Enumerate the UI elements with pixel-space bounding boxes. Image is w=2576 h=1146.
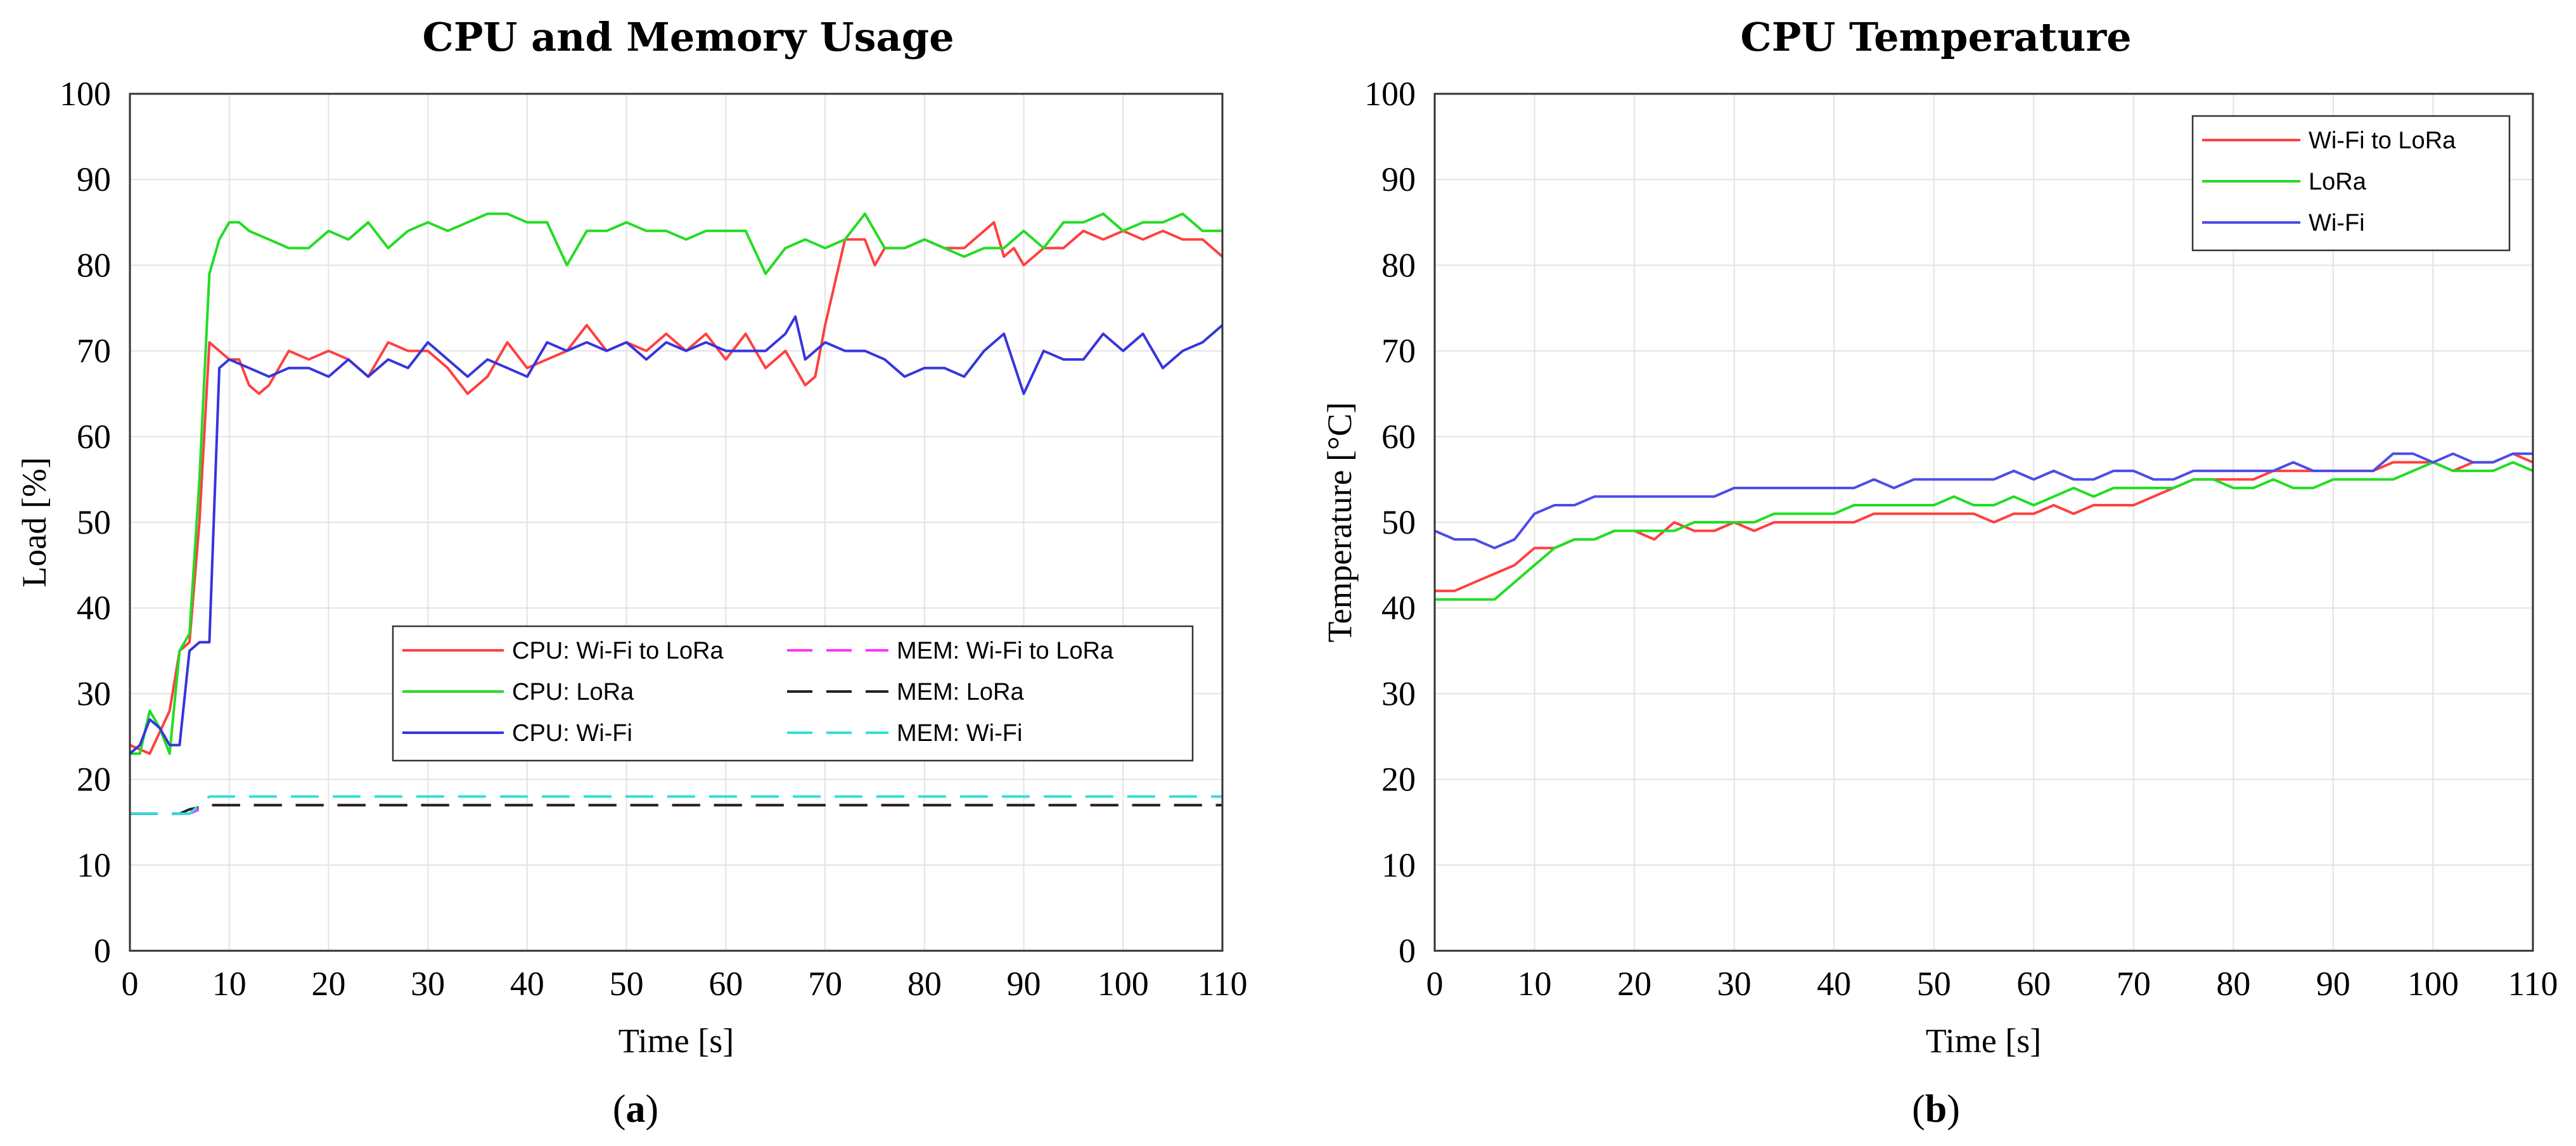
legend-label-mem-wifi-to-lora: MEM: Wi-Fi to LoRa (897, 638, 1114, 664)
chart-a-xtick-label: 30 (411, 965, 445, 1003)
chart-a-ytick-label: 100 (60, 75, 111, 113)
chart-b-legend: Wi-Fi to LoRa LoRa Wi-Fi (2191, 115, 2511, 252)
chart-b-xtick-label: 0 (1426, 965, 1444, 1003)
chart-a-xtick-label: 110 (1198, 965, 1248, 1003)
chart-a-ytick-label: 30 (77, 674, 111, 712)
chart-a-ytick-label: 70 (77, 332, 111, 370)
chart-a-title: CPU and Memory Usage (422, 14, 954, 60)
chart-a-xtick-label: 40 (510, 965, 544, 1003)
chart-a-ylabel: Load [%] (15, 457, 53, 587)
series-line-cpu-lora (130, 212, 1222, 755)
chart-b-ytick-label: 70 (1381, 332, 1416, 370)
legend-label-mem-lora: MEM: LoRa (897, 679, 1024, 705)
chart-a-xtick-label: 60 (708, 965, 743, 1003)
chart-b-ytick-label: 50 (1381, 503, 1416, 541)
chart-b-ytick-label: 40 (1381, 589, 1416, 627)
chart-a-xtick-label: 70 (808, 965, 842, 1003)
chart-a-series (129, 212, 1224, 815)
chart-b-xtick-label: 90 (2316, 965, 2350, 1003)
chart-a-xtick-label: 90 (1007, 965, 1041, 1003)
series-line-wi-fi (1434, 452, 2533, 550)
chart-a-ytick-label: 50 (77, 503, 111, 541)
panel-label-a-letter: a (626, 1088, 646, 1131)
panel-label-a-open: ( (613, 1088, 626, 1131)
panel-label-b-close: ) (1947, 1088, 1960, 1131)
chart-a-ytick-label: 80 (77, 246, 111, 284)
panel-label-b-letter: b (1925, 1088, 1947, 1131)
chart-a-xtick-label: 50 (610, 965, 644, 1003)
chart-b-xtick-label: 100 (2407, 965, 2459, 1003)
series-line-lora (1435, 461, 2534, 601)
chart-b-ylabel: Temperature [°C] (1321, 402, 1359, 642)
chart-b-xtick-label: 30 (1717, 965, 1752, 1003)
chart-b-xtick-label: 40 (1817, 965, 1851, 1003)
panel-label-a: (a) (613, 1088, 658, 1131)
chart-a-ticks: 0 10 20 30 40 50 60 70 80 90 100 110 0 10 20 30 40 50 60 70… (60, 75, 1248, 1003)
legend-label-cpu-wifi-to-lora: CPU: Wi-Fi to LoRa (512, 638, 724, 664)
panel-label-b-open: ( (1912, 1088, 1925, 1131)
panel-label-a-close: ) (646, 1088, 659, 1131)
legend-label-temp-lora: LoRa (2309, 169, 2367, 195)
chart-a-gridlines (130, 94, 1222, 951)
legend-label-temp-wifi-to-lora: Wi-Fi to LoRa (2309, 127, 2456, 154)
chart-b-ytick-label: 20 (1381, 761, 1416, 799)
chart-b-ytick-label: 80 (1381, 246, 1416, 284)
legend-label-mem-wifi: MEM: Wi-Fi (897, 720, 1022, 747)
chart-a-xtick-label: 100 (1098, 965, 1149, 1003)
chart-a-ytick-label: 20 (77, 761, 111, 799)
chart-b-xtick-label: 60 (2016, 965, 2051, 1003)
chart-b-ytick-label: 100 (1364, 75, 1416, 113)
chart-a-legend-box (392, 625, 1194, 762)
chart-a-ytick-label: 0 (94, 932, 111, 970)
chart-b-xtick-label: 20 (1617, 965, 1651, 1003)
chart-a-legend: CPU: Wi-Fi to LoRa CPU: LoRa CPU: Wi-Fi … (392, 625, 1194, 762)
series-line-cpu-wi-fi (129, 315, 1224, 755)
legend-label-cpu-lora: CPU: LoRa (512, 679, 634, 705)
chart-b-xlabel: Time [s] (1926, 1022, 2042, 1060)
chart-b-xtick-label: 70 (2117, 965, 2151, 1003)
chart-b-gridlines (1435, 94, 2533, 951)
legend-label-temp-wifi: Wi-Fi (2309, 210, 2365, 236)
chart-b-plot-area (1433, 93, 2534, 952)
chart-b-xtick-label: 10 (1518, 965, 1552, 1003)
chart-b-series (1434, 452, 2534, 601)
chart-b-ytick-label: 10 (1381, 846, 1416, 884)
chart-a-xtick-label: 10 (212, 965, 247, 1003)
chart-a-ytick-label: 10 (77, 846, 111, 884)
series-line-mem-wi-fi (130, 795, 1222, 815)
chart-a-xtick-label: 0 (122, 965, 139, 1003)
chart-b-ytick-label: 90 (1381, 160, 1416, 198)
chart-a-xtick-label: 80 (907, 965, 942, 1003)
chart-b-xtick-label: 50 (1917, 965, 1951, 1003)
chart-b-xtick-label: 110 (2508, 965, 2558, 1003)
series-line-mem-lora (130, 804, 1222, 815)
chart-cpu-memory: CPU and Memory Usage 0 10 20 30 40 50 60 70 80 90… (15, 14, 1248, 1131)
chart-cpu-temperature: CPU Temperature 0 10 20 30 40 50 60 70 80 90 100 11… (1321, 14, 2558, 1131)
legend-label-cpu-wifi: CPU: Wi-Fi (512, 720, 632, 747)
chart-b-ytick-label: 30 (1381, 674, 1416, 712)
chart-a-ytick-label: 90 (77, 160, 111, 198)
chart-b-title: CPU Temperature (1740, 14, 2131, 60)
chart-b-ytick-label: 0 (1399, 932, 1416, 970)
chart-b-ticks: 0 10 20 30 40 50 60 70 80 90 100 110 0 10 20 30 40 50 60 70… (1364, 75, 2558, 1003)
chart-b-legend-box (2191, 115, 2511, 252)
chart-b-ytick-label: 60 (1381, 418, 1416, 456)
chart-a-plot-area (129, 93, 1224, 952)
series-line-cpu-wi-fi-to-lora (129, 221, 1224, 755)
chart-a-xlabel: Time [s] (618, 1022, 734, 1060)
chart-a-ytick-label: 40 (77, 589, 111, 627)
chart-b-xtick-label: 80 (2216, 965, 2250, 1003)
series-line-mem-wi-fi-to-lora (130, 804, 1222, 815)
panel-label-b: (b) (1912, 1088, 1960, 1131)
chart-a-ytick-label: 60 (77, 418, 111, 456)
chart-a-xtick-label: 20 (311, 965, 345, 1003)
